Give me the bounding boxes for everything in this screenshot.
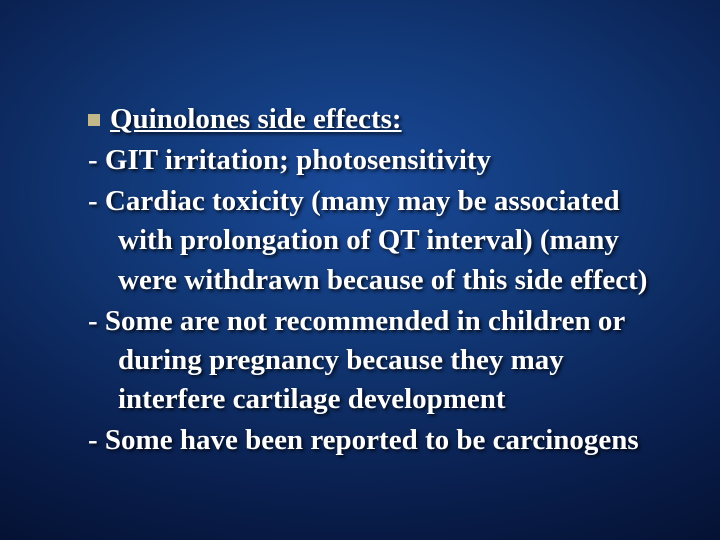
body-item-2: - Some are not recommended in children o… bbox=[50, 302, 670, 419]
slide-content: Quinolones side effects: - GIT irritatio… bbox=[50, 100, 670, 460]
body-item-1: - Cardiac toxicity (many may be associat… bbox=[50, 182, 670, 299]
bullet-square-icon bbox=[88, 114, 100, 126]
body-item-0: - GIT irritation; photosensitivity bbox=[50, 141, 670, 180]
title-line: Quinolones side effects: bbox=[50, 100, 670, 139]
slide-title: Quinolones side effects: bbox=[110, 115, 402, 132]
body-item-3: - Some have been reported to be carcinog… bbox=[50, 421, 670, 460]
slide: Quinolones side effects: - GIT irritatio… bbox=[0, 0, 720, 540]
